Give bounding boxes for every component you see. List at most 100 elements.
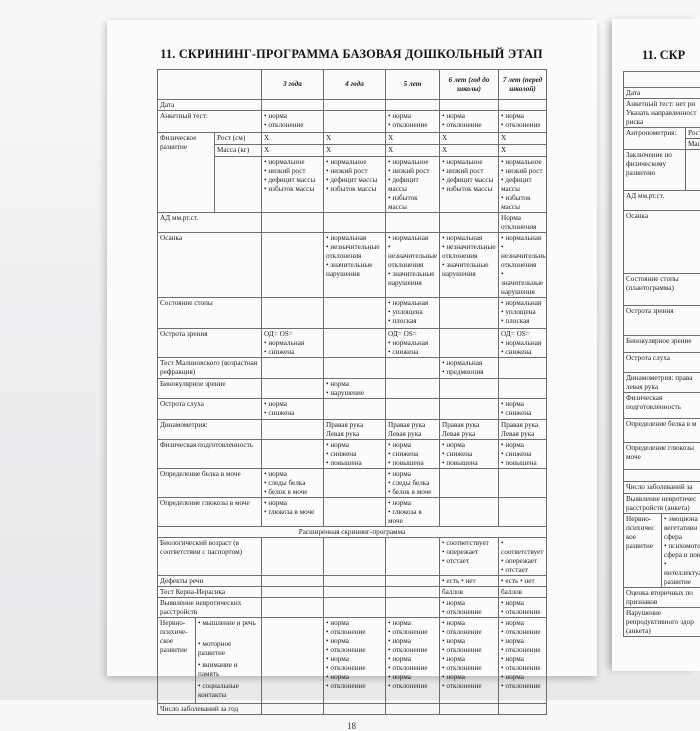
table-cell (262, 587, 324, 598)
page-number: 18 (157, 721, 546, 731)
row-label: АД мм.рт.ст. (158, 213, 262, 233)
table-cell: X (440, 145, 499, 157)
text-line: • следы белка (264, 479, 321, 488)
text-line: Расширенная скрининг-программа (158, 527, 547, 538)
text-line: • значительные нарушения (501, 270, 544, 297)
text-line: • значительные нарушения (326, 261, 383, 279)
row-label: АД мм.рт.ст. (624, 191, 700, 211)
text-line: • норма (326, 655, 383, 664)
table-cell (386, 704, 440, 715)
text-line: Нервно-психиче-ское развитие• мышление и… (158, 618, 261, 703)
table-cell (386, 587, 440, 598)
row-label: Число заболеваний за (624, 482, 700, 494)
table-cell: • нормальное• низкий рост• дефицит массы… (386, 157, 440, 213)
row-sublabel: Рост (см) (215, 133, 262, 145)
text-line: • незначительные отклонения (388, 243, 437, 270)
table-cell: • нормальная• незначительные отклонения•… (440, 233, 499, 298)
text-line: Правая рука (501, 421, 544, 430)
text-line: Динамометрия: права (626, 374, 700, 383)
table-cell: • норма• снижена (499, 399, 547, 420)
row-label: Анкетный тест: (158, 111, 262, 133)
text-line: • нормальное (264, 158, 321, 167)
table-cell (324, 100, 386, 111)
row-sublabel (215, 157, 262, 213)
table-cell: • норма• следы белка• белок в моче (386, 469, 440, 498)
text-line: • снижена (388, 450, 437, 459)
text-line: • следы белка (388, 479, 437, 488)
text-line: • норма (442, 599, 496, 608)
text-line: Указать направленност (626, 109, 700, 118)
text-line: Бинокулярное зрение (624, 336, 700, 353)
text-line: • отклонение (388, 628, 437, 637)
text-line: • нормальная (264, 339, 321, 348)
row-label: Осанка (158, 233, 262, 298)
row-label (624, 72, 700, 88)
text-line: • нормальное• низкий рост• дефицит массы… (158, 157, 547, 213)
text-line: • отклонение (264, 121, 321, 130)
table-cell (262, 100, 324, 111)
row-label: Дефекты речи (158, 576, 262, 587)
text-line: Нервно-психиче-ское развитие• мышление и… (158, 618, 547, 704)
sublabel-item: интеллектуа (664, 569, 700, 578)
text-line: • избыток массы (442, 185, 496, 194)
text-line: • норма (501, 441, 544, 450)
text-line: • норма (442, 112, 496, 121)
text-line: • отклонение (326, 646, 383, 655)
text-line: Левая рука (388, 430, 437, 439)
table-cell: ОД= OS=• нормальная• снижена (262, 329, 324, 358)
text-line: Состояние стопы(плантограмма) (624, 274, 700, 306)
text-line: • отклонение (501, 664, 544, 673)
text-line: • норма (326, 380, 383, 389)
text-line: ОД= OS= (264, 330, 321, 339)
text-line: Нервно- (626, 515, 659, 524)
table-cell: • норма• снижена• повышена (440, 440, 499, 469)
text-line: • избыток массы (388, 194, 437, 212)
text-line: физическому (626, 160, 683, 169)
row-label: Бинокулярное зрение (158, 379, 262, 399)
text-line: • снижена (264, 348, 321, 357)
table-cell: • нормальная• незначительные отклонения•… (499, 233, 547, 298)
text-line: • избыток массы (501, 194, 544, 212)
text-line: Выявление невротичес (626, 495, 700, 504)
text-line: • норма (501, 400, 544, 409)
text-line: Дата (624, 88, 700, 99)
table-cell (440, 399, 499, 420)
text-line: • отклонение (442, 664, 496, 673)
table-cell (324, 358, 386, 379)
table-cell: • норма• отклонение (386, 111, 440, 133)
table-cell (440, 298, 499, 329)
table-cell: • норма• снижена• повышена (386, 440, 440, 469)
text-line: Оценка вторичных по (626, 589, 700, 598)
text-line: • норма (264, 470, 321, 479)
text-line: • нормальная (501, 339, 544, 348)
table-cell: • норма• отклонение• норма• отклонение• … (386, 618, 440, 704)
row-label: Дата (158, 100, 262, 111)
text-line: • норма (388, 470, 437, 479)
text-line (624, 72, 700, 88)
sublabel-item: • внимание и память (198, 661, 259, 682)
table-cell: X (324, 145, 386, 157)
table-cell: X (499, 145, 547, 157)
table-cell: X (262, 133, 324, 145)
text-line: • уплощена (501, 308, 544, 317)
text-line: • норма (388, 441, 437, 450)
table-cell (324, 111, 386, 133)
text-line: расстройств (анкета) (626, 504, 700, 513)
row-label: Нервно-психиче-ское развитие• мышление и… (158, 618, 262, 704)
text-line: • дефицит массы (501, 176, 544, 194)
text-line: психичес (626, 524, 659, 533)
text-line: • отклонение (388, 664, 437, 673)
text-line: риска (626, 118, 700, 127)
text-line: Состояние стопы• нормальная• уплощена• п… (158, 298, 547, 329)
table-cell: • норма• отклонение• норма• отклонение• … (324, 618, 386, 704)
